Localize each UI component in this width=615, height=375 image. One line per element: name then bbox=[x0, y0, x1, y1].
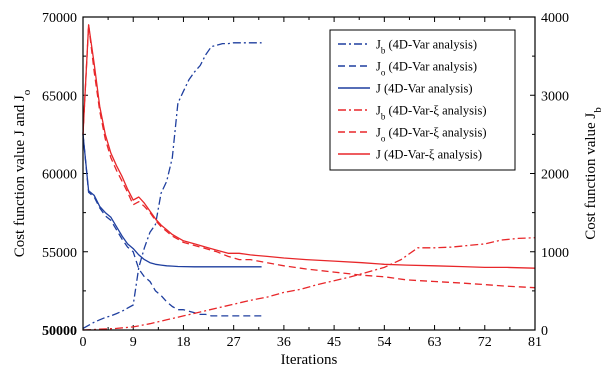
y-left-tick-label: 55000 bbox=[42, 246, 77, 261]
series-line-6 bbox=[82, 24, 536, 269]
legend-label-2: Jo (4D-Var analysis) bbox=[376, 60, 477, 78]
y-axis-left-title: Cost function value J and Jo bbox=[12, 89, 33, 257]
y-left-tick-label: 70000 bbox=[42, 11, 77, 26]
x-tick-label: 36 bbox=[277, 335, 291, 350]
x-tick-label: 9 bbox=[130, 335, 137, 350]
x-tick-label: 54 bbox=[377, 335, 391, 350]
y-axis-right-title: Cost function value Jb bbox=[583, 107, 604, 240]
x-tick-label: 63 bbox=[428, 335, 442, 350]
legend-label-4: Jb (4D-Var-ξ analysis) bbox=[376, 104, 487, 122]
x-tick-label: 45 bbox=[327, 335, 341, 350]
y-left-title-sub: o bbox=[21, 89, 33, 95]
x-tick-label: 0 bbox=[80, 335, 87, 350]
y-left-tick-label: 65000 bbox=[42, 89, 77, 104]
legend-label-3: J (4D-Var analysis) bbox=[376, 82, 473, 96]
y-right-tick-label: 4000 bbox=[541, 11, 569, 26]
y-left-tick-label: 60000 bbox=[42, 168, 77, 183]
legend-label-5: Jo (4D-Var-ξ analysis) bbox=[376, 126, 487, 144]
series-line-2 bbox=[82, 134, 262, 317]
y-right-tick-label: 3000 bbox=[541, 89, 569, 104]
x-tick-label: 72 bbox=[478, 335, 492, 350]
x-tick-label: 81 bbox=[528, 335, 542, 350]
x-tick-label: 27 bbox=[227, 335, 241, 350]
x-tick-label: 18 bbox=[176, 335, 190, 350]
series-layer bbox=[82, 24, 536, 331]
x-axis-title: Iterations bbox=[281, 352, 338, 368]
legend: Jb (4D-Var analysis) Jo (4D-Var analysis)… bbox=[329, 29, 516, 171]
series-line-3 bbox=[82, 134, 262, 268]
legend-label-6: J (4D-Var-ξ analysis) bbox=[376, 148, 482, 162]
series-line-1 bbox=[82, 42, 262, 329]
y-right-title-sub: b bbox=[592, 107, 604, 113]
plot-frame bbox=[82, 16, 536, 331]
legend-box bbox=[329, 29, 516, 171]
tick-labels: 0 9 18 27 36 45 54 63 72 81 50000 55000 60000 65000 70… bbox=[42, 11, 569, 350]
series-line-5 bbox=[82, 24, 536, 289]
y-left-tick-label: 50000 bbox=[42, 324, 77, 339]
y-right-title-main: Cost function value J bbox=[583, 113, 599, 240]
y-right-tick-label: 0 bbox=[541, 324, 548, 339]
legend-label-1: Jb (4D-Var analysis) bbox=[376, 38, 477, 56]
y-right-tick-label: 1000 bbox=[541, 246, 569, 261]
series-line-4 bbox=[82, 237, 536, 331]
y-right-tick-label: 2000 bbox=[541, 168, 569, 183]
y-left-title-main: Cost function value J and J bbox=[12, 95, 28, 257]
